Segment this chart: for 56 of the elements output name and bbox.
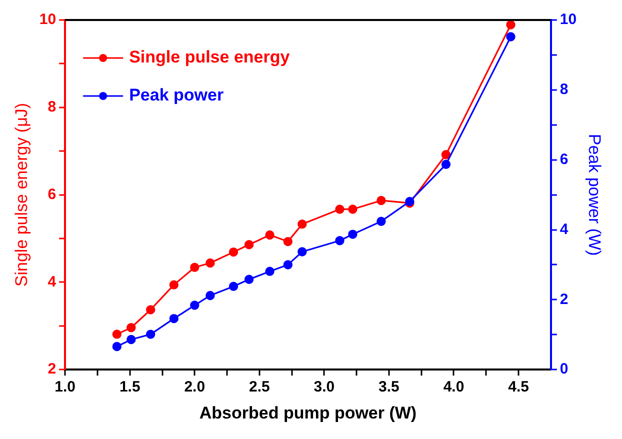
x-axis-title: Absorbed pump power (W)	[199, 403, 417, 422]
point	[298, 247, 307, 256]
y2-tick-label: 10	[560, 11, 577, 28]
point	[146, 305, 156, 314]
point	[283, 236, 293, 246]
point	[298, 219, 307, 229]
y-tick-label: 2	[48, 360, 56, 378]
point	[190, 300, 200, 310]
point	[146, 330, 156, 339]
y-tick-label: 10	[39, 11, 56, 28]
point	[244, 240, 254, 250]
x-tick-label: 4.0	[443, 378, 464, 396]
point	[335, 204, 344, 214]
x-tick-label: 2.0	[184, 378, 206, 396]
y2-tick-label: 0	[560, 360, 568, 378]
point	[112, 342, 122, 352]
x-tick-label: 3.0	[314, 378, 335, 396]
point	[348, 230, 358, 239]
point	[126, 334, 136, 344]
point	[441, 150, 451, 160]
legend-label: Single pulse energy	[129, 48, 290, 67]
y-tick-label: 8	[48, 98, 56, 116]
y2-tick-label: 4	[560, 220, 569, 238]
point	[169, 280, 179, 290]
legend-label: Peak power	[129, 86, 224, 105]
y2-tick-label: 8	[560, 81, 568, 98]
point	[228, 247, 238, 257]
point	[206, 290, 215, 300]
point	[376, 216, 386, 226]
point	[506, 32, 516, 42]
y-tick-label: 4	[48, 273, 57, 290]
point	[335, 236, 344, 246]
point	[190, 262, 200, 272]
point	[283, 260, 293, 270]
y2-axis-title: Peak power (W)	[585, 134, 604, 256]
point	[112, 330, 122, 339]
point	[206, 258, 215, 268]
point	[265, 266, 274, 276]
point	[441, 160, 451, 169]
x-tick-label: 1.5	[119, 378, 140, 396]
point	[244, 274, 254, 284]
y2-tick-label: 2	[560, 290, 568, 308]
point	[506, 20, 516, 30]
y-axis-title: Single pulse energy (μJ)	[12, 102, 31, 287]
x-tick-label: 4.5	[508, 378, 529, 396]
y-tick-label: 6	[48, 186, 56, 203]
point	[126, 323, 136, 332]
point	[228, 282, 238, 291]
y2-tick-label: 6	[560, 150, 568, 168]
point	[265, 230, 274, 240]
x-tick-label: 3.5	[378, 378, 400, 396]
point	[376, 196, 386, 206]
point	[348, 204, 358, 214]
x-tick-label: 1.0	[54, 378, 76, 396]
x-tick-label: 2.5	[248, 378, 270, 396]
point	[169, 314, 179, 324]
